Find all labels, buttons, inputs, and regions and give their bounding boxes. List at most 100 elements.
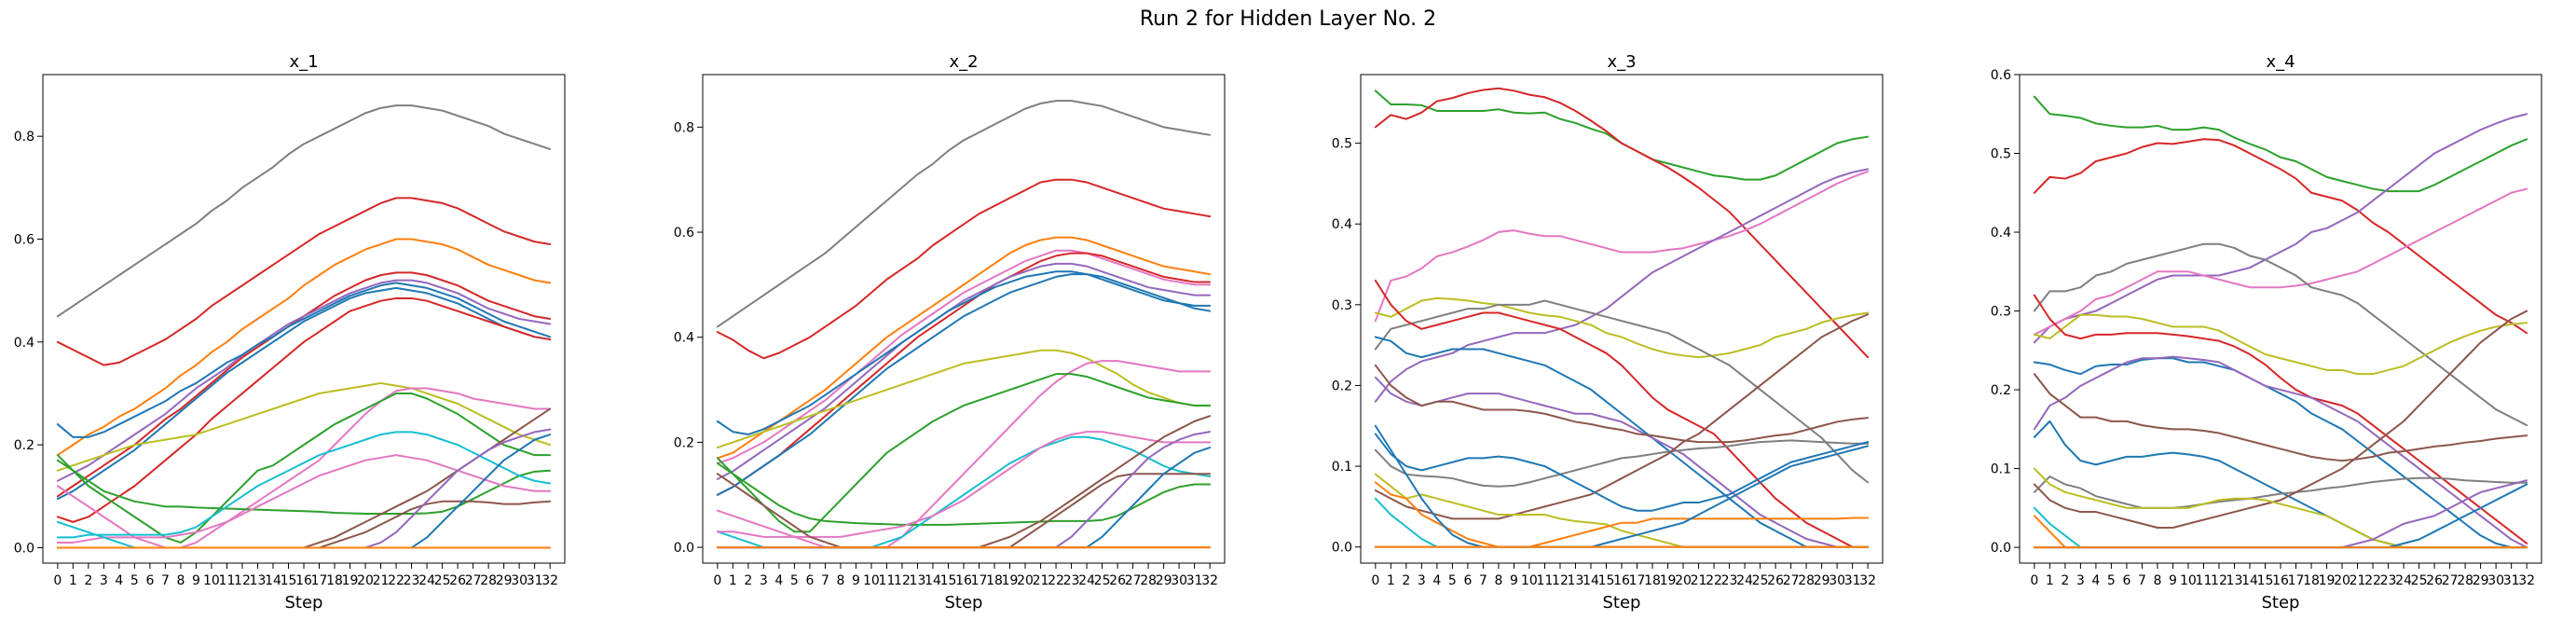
x-tick-label: 29 [2473, 573, 2489, 588]
x-axis-label: Step [2262, 593, 2300, 613]
x-tick-label: 25 [434, 573, 451, 588]
x-tick-label: 20 [2334, 573, 2350, 588]
x-tick-label: 10 [203, 573, 220, 588]
series-line-12 [2033, 475, 2528, 509]
series-line-5 [1374, 296, 1870, 359]
series-line-11 [716, 373, 1212, 533]
series-line-7 [56, 286, 552, 501]
y-tick-label: 0.4 [14, 336, 34, 351]
series-group [56, 104, 552, 549]
x-tick-label: 17 [2288, 573, 2305, 588]
x-tick-label: 4 [1432, 573, 1441, 588]
series-line-9 [2033, 355, 2528, 549]
x-tick-label: 20 [1017, 573, 1034, 588]
y-tick-label: 0.5 [1991, 147, 2011, 162]
series-line-14 [56, 454, 552, 544]
x-tick-label: 2 [1402, 573, 1410, 588]
y-tick-label: 0.1 [1332, 460, 1352, 475]
x-tick-label: 2 [84, 573, 92, 588]
x-tick-label: 23 [1063, 573, 1080, 588]
series-line-2 [1374, 87, 1870, 359]
series-line-1 [56, 104, 552, 318]
x-tick-label: 21 [373, 573, 390, 588]
subplot-4: x_40.00.10.20.30.40.50.60 1 2 3 4 5 6 7 8 9 101112… [1991, 52, 2542, 613]
x-tick-label: 18 [986, 573, 1003, 588]
series-line-11 [56, 392, 552, 544]
x-tick-label: 14 [2241, 573, 2258, 588]
series-line-12 [1374, 313, 1870, 520]
y-tick-label: 0.5 [1332, 137, 1352, 152]
x-tick-label: 20 [357, 573, 374, 588]
y-tick-label: 0.0 [1332, 541, 1352, 556]
x-tick-label: 10 [2180, 573, 2197, 588]
x-tick-label: 7 [2138, 573, 2146, 588]
series-line-4 [2033, 187, 2528, 336]
y-tick-label: 0.6 [674, 226, 694, 241]
series-line-5 [716, 252, 1212, 496]
x-tick-label: 29 [1814, 573, 1830, 588]
series-line-15 [2033, 515, 2528, 549]
x-tick-label: 21 [2350, 573, 2366, 588]
x-tick-label: 26 [2426, 573, 2443, 588]
y-tick-label: 0.3 [1991, 305, 2011, 320]
series-line-13 [56, 431, 552, 539]
x-tick-label: 15 [2257, 573, 2274, 588]
series-line-18 [716, 447, 1212, 549]
x-tick-label: 17 [1629, 573, 1646, 588]
series-line-3 [1374, 170, 1870, 323]
x-tick-label: 1 [729, 573, 737, 588]
x-tick-label: 28 [1798, 573, 1815, 588]
series-line-2 [716, 178, 1212, 360]
series-line-15 [56, 407, 552, 549]
series-group [716, 100, 1212, 549]
x-tick-label: 22 [1706, 573, 1722, 588]
x-tick-label: 26 [449, 573, 466, 588]
x-tick-label: 23 [2380, 573, 2397, 588]
series-group [1374, 87, 1870, 548]
x-tick-label: 19 [1002, 573, 1019, 588]
x-tick-label: 25 [1752, 573, 1769, 588]
plot-frame [702, 74, 1226, 564]
x-tick-label: 15 [940, 573, 957, 588]
subplot-2: x_20.00.20.40.60.80 1 2 3 4 5 6 7 8 9 101112131415… [674, 52, 1226, 613]
panels: x_10.00.20.40.60.80 1 2 3 4 5 6 7 8 9 101112131415… [14, 52, 2542, 613]
x-tick-label: 19 [1660, 573, 1677, 588]
x-tick-label: 9 [2169, 573, 2177, 588]
x-tick-label: 31 [1186, 573, 1203, 588]
series-line-3 [56, 238, 552, 457]
x-tick-label: 13 [250, 573, 267, 588]
series-line-15 [716, 415, 1212, 549]
series-line-5 [56, 279, 552, 482]
x-tick-label: 3 [2076, 573, 2085, 588]
x-tick-label: 32 [541, 573, 558, 588]
x-tick-label: 12 [234, 573, 251, 588]
x-tick-label: 26 [1109, 573, 1126, 588]
y-tick-label: 0.4 [1991, 226, 2011, 241]
x-tick-label: 31 [1844, 573, 1861, 588]
series-line-1 [1374, 90, 1870, 181]
series-line-6 [2033, 313, 2528, 376]
x-tick-label: 27 [465, 573, 482, 588]
x-tick-label: 12 [2211, 573, 2227, 588]
series-line-14 [1374, 473, 1870, 548]
x-tick-label: 27 [1125, 573, 1142, 588]
x-tick-label: 16 [1613, 573, 1630, 588]
series-line-2 [56, 197, 552, 366]
x-tick-label: 2 [744, 573, 752, 588]
y-tick-label: 0.3 [1332, 298, 1352, 313]
x-tick-label: 31 [527, 573, 543, 588]
y-tick-label: 0.8 [14, 130, 34, 145]
series-line-15 [1374, 481, 1870, 548]
x-tick-label: 4 [115, 573, 123, 588]
series-line-10 [716, 360, 1212, 549]
x-tick-label: 5 [790, 573, 799, 588]
series-line-6 [56, 282, 552, 438]
series-line-6 [1374, 299, 1870, 484]
series-line-7 [716, 270, 1212, 435]
x-tick-label: 31 [2503, 573, 2520, 588]
x-tick-label: 22 [1048, 573, 1064, 588]
x-tick-label: 6 [2122, 573, 2131, 588]
y-tick-label: 0.8 [674, 120, 694, 135]
series-line-3 [716, 236, 1212, 460]
x-tick-label: 19 [342, 573, 359, 588]
